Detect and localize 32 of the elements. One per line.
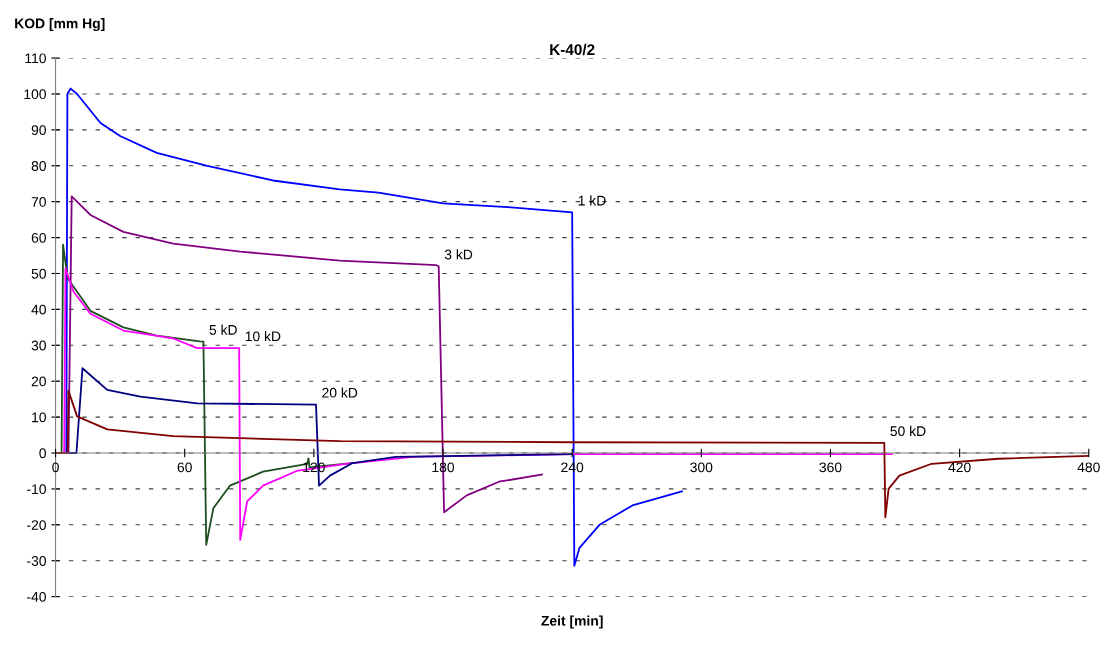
series-label: 10 kD [245,331,281,342]
x-axis-title: Zeit [min] [541,615,603,629]
y-tick-label: 40 [31,304,46,315]
y-tick-label: 110 [25,53,46,64]
x-tick-label: 420 [948,462,971,473]
y-tick-label: 90 [31,125,46,136]
y-tick-label: -10 [27,484,46,495]
x-tick-label: 360 [819,462,842,473]
x-tick-label: 480 [1077,462,1100,473]
y-tick-label: 30 [31,340,46,351]
series-label: 1 kD [578,195,606,206]
series-label: 20 kD [322,387,358,398]
y-axis-title: KOD [mm Hg] [15,18,105,32]
y-tick-label: 20 [31,376,46,387]
x-tick-label: 300 [690,462,713,473]
x-tick-label: 60 [177,462,192,473]
y-tick-label: -20 [27,520,46,530]
chart-title: K-40/2 [550,43,595,56]
series-label: 50 kD [890,425,926,437]
y-tick-label: 100 [24,89,46,100]
y-tick-label: 80 [31,161,46,171]
series-label: 3 kD [444,249,473,260]
series-label: 5 kD [209,324,237,335]
y-tick-label: 70 [31,197,46,207]
y-tick-label: 50 [31,268,46,279]
y-tick-label: 0 [39,448,46,459]
x-tick-label: 120 [303,462,325,473]
y-tick-label: 10 [32,412,46,423]
y-tick-label: -30 [27,556,46,566]
y-tick-label: -40 [27,591,46,602]
x-tick-label: 0 [52,462,59,473]
y-tick-label: 60 [31,232,46,243]
